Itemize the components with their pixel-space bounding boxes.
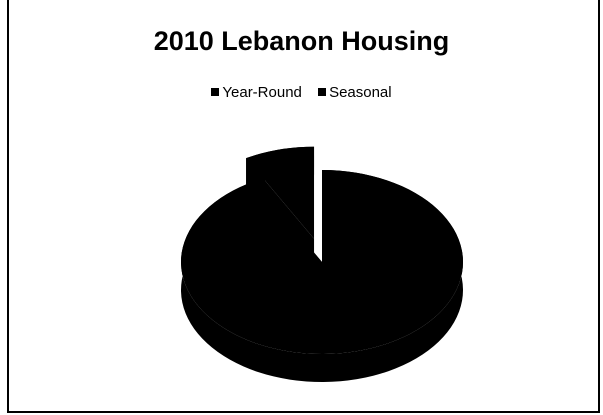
legend-item-seasonal: Seasonal: [318, 84, 392, 101]
chart-title: 2010 Lebanon Housing: [153, 26, 450, 56]
pie-slice-wall: [246, 146, 315, 267]
legend-swatch-year-round: [211, 88, 220, 96]
legend-label-year-round: Year-Round: [222, 84, 302, 101]
legend-swatch-seasonal: [318, 88, 327, 96]
pie-slice-seasonal: [246, 146, 315, 267]
chart-legend: Year-Round Seasonal: [0, 84, 603, 101]
pie-slice-top: [246, 146, 315, 239]
legend-label-seasonal: Seasonal: [329, 84, 392, 101]
legend-item-year-round: Year-Round: [211, 84, 302, 101]
pie-slice-year-round: [180, 170, 464, 382]
pie-slice-top: [180, 170, 463, 355]
